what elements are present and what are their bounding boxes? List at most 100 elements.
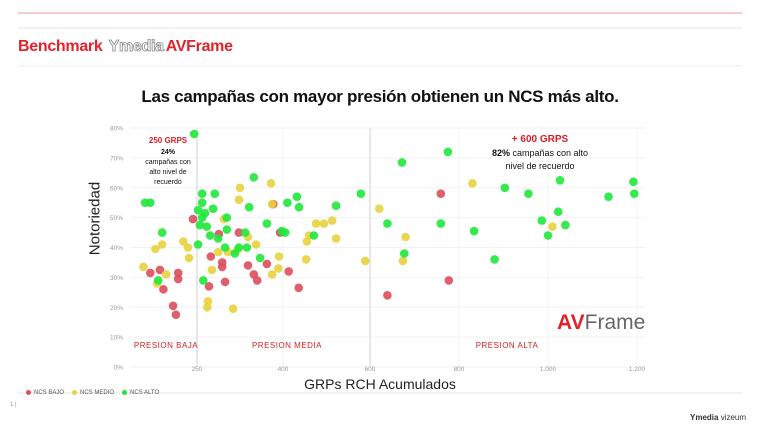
- x-tick-label: 800: [454, 366, 465, 373]
- data-point-medio: [319, 219, 329, 228]
- data-point-alto: [469, 226, 479, 236]
- data-point-alto: [255, 253, 265, 263]
- y-axis-label: Notoriedad: [86, 181, 104, 256]
- data-point-alto: [146, 198, 155, 207]
- data-point-alto: [397, 158, 407, 167]
- data-point-alto: [543, 231, 553, 240]
- data-point-bajo: [146, 268, 155, 278]
- data-point-alto: [205, 231, 215, 240]
- data-point-medio: [139, 262, 148, 272]
- data-point-alto: [240, 228, 250, 237]
- data-point-alto: [244, 202, 254, 212]
- data-point-bajo: [444, 276, 454, 285]
- data-point-alto: [561, 220, 570, 230]
- data-point-medio: [468, 179, 477, 188]
- data-point-bajo: [168, 301, 178, 311]
- data-point-bajo: [436, 189, 446, 198]
- data-point-medio: [183, 243, 193, 252]
- header-prefix: Benchmark: [18, 38, 103, 55]
- data-point-medio: [266, 179, 276, 188]
- y-tick-label: 60%: [110, 185, 123, 192]
- data-point-bajo: [284, 267, 294, 276]
- data-point-alto: [500, 183, 510, 193]
- x-axis-label: GRPs RCH Acumulados: [304, 376, 456, 392]
- y-tick-label: 50%: [110, 215, 123, 222]
- data-point-alto: [490, 255, 499, 264]
- y-tick-label: 80%: [110, 126, 123, 133]
- data-point-medio: [398, 256, 408, 266]
- data-point-alto: [210, 189, 220, 198]
- low-annotation-line: alto nivel de: [149, 169, 186, 176]
- data-point-alto: [555, 176, 565, 185]
- data-point-alto: [230, 249, 240, 258]
- data-point-alto: [193, 205, 203, 215]
- data-point-bajo: [234, 228, 244, 237]
- data-point-bajo: [188, 214, 198, 224]
- data-point-alto: [292, 192, 302, 201]
- data-point-medio: [274, 252, 284, 261]
- data-point-medio: [311, 219, 321, 228]
- data-point-medio: [327, 216, 337, 225]
- x-tick-label: 1.000: [540, 366, 557, 373]
- low-annotation-line: campañas con: [145, 159, 191, 166]
- data-point-alto: [309, 231, 319, 240]
- data-point-medio: [161, 270, 171, 279]
- data-point-medio: [184, 253, 194, 263]
- data-point-alto: [197, 213, 207, 222]
- data-point-medio: [267, 270, 277, 279]
- data-point-alto: [630, 189, 639, 198]
- y-tick-label: 0%: [114, 365, 124, 372]
- data-point-medio: [274, 264, 283, 273]
- legend-dot: [72, 390, 78, 395]
- header-suffix: AVFrame: [165, 38, 233, 55]
- y-tick-label: 40%: [110, 245, 123, 252]
- annotations: 250 GRPS 24% campañas con alto nivel de …: [134, 134, 645, 350]
- footer-brand-logo: Ymedia vizeum: [690, 413, 747, 422]
- x-tick-label: 1.200: [629, 366, 646, 373]
- data-point-medio: [228, 304, 238, 314]
- data-point-medio: [301, 255, 311, 264]
- high-annotation-line: 82% campañas con alto: [492, 148, 588, 158]
- data-point-alto: [436, 219, 446, 228]
- slide-header: Benchmark Ymedia AVFrame: [18, 38, 233, 56]
- high-annotation-line: nivel de recuerdo: [505, 161, 574, 171]
- data-point-medio: [203, 303, 212, 312]
- data-point-alto: [443, 147, 453, 157]
- data-point-alto: [400, 249, 409, 258]
- data-point-alto: [294, 202, 304, 212]
- data-point-medio: [375, 204, 384, 213]
- chart-title: Las campañas con mayor presión obtienen …: [141, 87, 619, 106]
- data-point-alto: [524, 189, 533, 198]
- y-tick-label: 20%: [110, 305, 123, 312]
- x-tick-label: 600: [365, 366, 376, 373]
- data-point-alto: [157, 228, 167, 237]
- data-point-bajo: [204, 282, 214, 291]
- data-point-alto: [189, 129, 199, 139]
- data-point-alto: [197, 198, 207, 207]
- legend-item-alto: NCS ALTO: [122, 390, 159, 396]
- data-point-medio: [213, 247, 223, 257]
- zone-label-low: PRESION BAJA: [134, 341, 198, 350]
- data-point-alto: [153, 276, 163, 285]
- data-point-medio: [360, 256, 370, 266]
- high-annotation-title: + 600 GRPS: [512, 134, 569, 145]
- data-point-bajo: [294, 283, 304, 293]
- legend-item-medio: NCS MEDIO: [72, 390, 114, 396]
- data-point-alto: [199, 276, 208, 285]
- data-point-alto: [197, 189, 207, 198]
- data-point-medio: [157, 240, 167, 249]
- data-point-alto: [604, 192, 613, 201]
- y-tick-label: 70%: [110, 155, 123, 162]
- data-point-alto: [220, 243, 230, 252]
- data-point-medio: [267, 199, 277, 209]
- data-point-alto: [629, 177, 638, 187]
- zone-label-high: PRESION ALTA: [476, 341, 539, 350]
- data-point-bajo: [155, 265, 165, 275]
- data-point-alto: [195, 220, 205, 230]
- data-point-medio: [401, 232, 410, 242]
- data-point-alto: [331, 201, 341, 210]
- legend-item-bajo: NCS BAJO: [26, 390, 64, 396]
- data-point-bajo: [159, 285, 168, 294]
